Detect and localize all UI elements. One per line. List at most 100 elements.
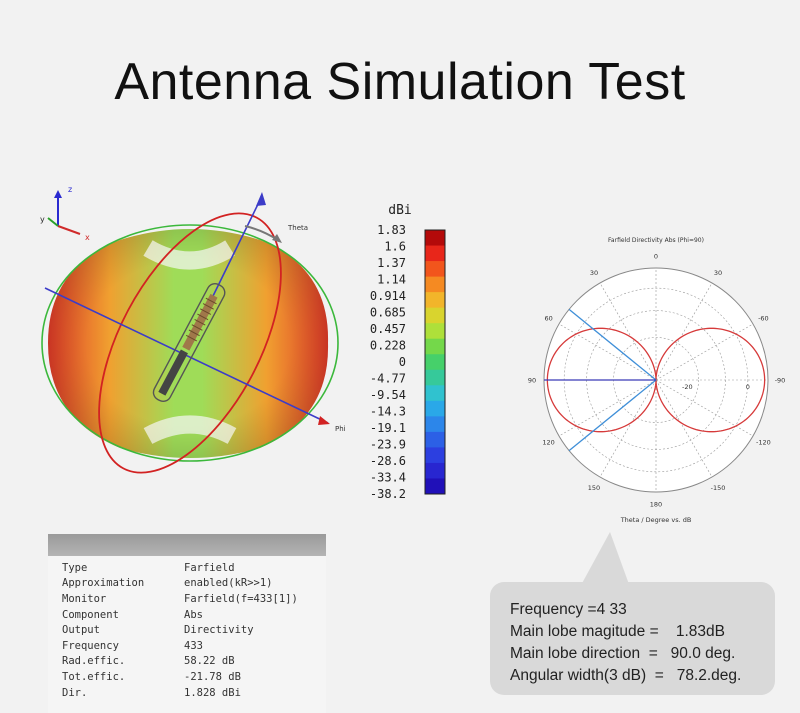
green-ring: [41, 224, 339, 462]
colorbar-segment: [425, 478, 445, 495]
colorbar-tick-label: -4.77: [370, 372, 406, 386]
polar-spoke: [558, 323, 657, 381]
antenna-model: [152, 283, 226, 403]
colorbar-tick-label: 0.685: [370, 306, 406, 320]
colorbar-tick-label: 0.228: [370, 339, 406, 353]
colorbar-tick-label: -14.3: [370, 405, 406, 419]
colorbar-tick-label: 0: [399, 355, 406, 369]
colorbar-segment: [425, 307, 445, 324]
polar-spoke: [655, 379, 713, 478]
parameter-row: Frequency 433: [62, 638, 298, 654]
parameter-key: Tot.effic.: [62, 670, 126, 683]
red-ring: [98, 212, 282, 474]
polar-angle-label: 150: [588, 484, 600, 492]
polar-angle-label: 30: [714, 269, 722, 277]
colorbar-tick-label: 1.14: [377, 273, 406, 287]
polar-spoke: [558, 379, 657, 437]
parameter-value: Directivity: [184, 624, 254, 637]
colorbar-segment: [425, 354, 445, 371]
colorbar-segment: [425, 276, 445, 293]
polar-angle-label: 60: [544, 315, 552, 323]
polar-angle-label: 120: [542, 439, 554, 447]
polar-title: Farfield Directivity Abs (Phi=90): [608, 237, 704, 244]
colorbar-segment: [425, 369, 445, 386]
polar-angle-label: -90: [775, 377, 786, 385]
beamwidth-edge-line: [568, 308, 657, 381]
colorbar-segment: [425, 323, 445, 340]
colorbar-segment: [425, 245, 445, 262]
axis-triad: z y x: [40, 185, 90, 242]
polar-spoke: [655, 379, 754, 437]
colorbar-segment: [425, 292, 445, 309]
colorbar-segment: [425, 385, 445, 402]
farfield-parameters-panel: Type Farfield Approximation enabled(kR>>1) M…: [48, 534, 326, 713]
parameter-value: 433: [184, 639, 203, 652]
panel-header-bar: [48, 534, 326, 556]
colorbar-tick-label: 0.914: [370, 289, 406, 303]
radiation-pattern-3d: Theta Phi z y x: [40, 185, 346, 474]
colorbar-tick-label: -9.54: [370, 388, 406, 402]
polar-spoke: [599, 282, 657, 381]
colorbar-segment: [425, 416, 445, 433]
polar-radial-label: -20: [682, 383, 693, 391]
parameter-row: Output Directivity: [62, 622, 298, 638]
colorbar-segment: [425, 261, 445, 278]
colorbar-segment: [425, 447, 445, 464]
colorbar-unit: dBi: [388, 203, 411, 218]
colorbar-segment: [425, 462, 445, 479]
parameter-row: Rad.effic. 58.22 dB: [62, 654, 298, 670]
parameter-value: 58.22 dB: [184, 655, 235, 668]
colorbar-tick-label: -28.6: [370, 454, 406, 468]
parameter-key: Approximation: [62, 577, 145, 590]
phi-arrow: [318, 416, 330, 425]
colorbar-tick-label: -38.2: [370, 487, 406, 501]
summary-frequency: Frequency =4 33: [510, 601, 627, 618]
parameter-value: enabled(kR>>1): [184, 577, 273, 590]
polar-angle-label: -150: [711, 484, 726, 492]
parameter-value: Farfield(f=433[1]): [184, 592, 298, 605]
parameter-key: Output: [62, 624, 100, 637]
parameter-row: Component Abs: [62, 607, 298, 623]
parameter-row: Type Farfield: [62, 560, 298, 576]
colorbar-segment: [425, 400, 445, 417]
parameter-value: Abs: [184, 608, 203, 621]
polar-xlabel: Theta / Degree vs. dB: [620, 516, 692, 524]
parameter-value: Farfield: [184, 561, 235, 574]
theta-label: Theta: [287, 224, 308, 232]
polar-radial-label: 0: [746, 383, 750, 391]
parameter-key: Frequency: [62, 639, 119, 652]
polar-angle-label: 90: [528, 377, 536, 385]
polar-angle-label: 30: [590, 269, 598, 277]
colorbar-tick-label: 1.37: [377, 256, 406, 270]
colorbar-tick-label: -33.4: [370, 471, 406, 485]
polar-spoke: [655, 323, 754, 381]
polar-angle-label: -120: [756, 439, 771, 447]
polar-angle-label: 180: [650, 501, 662, 509]
polar-angle-label: -60: [758, 315, 769, 323]
colorbar-tick-label: -19.1: [370, 421, 406, 435]
parameter-key: Monitor: [62, 592, 107, 605]
parameter-key: Component: [62, 608, 119, 621]
colorbar-tick-label: -23.9: [370, 438, 406, 452]
colorbar-segment: [425, 338, 445, 355]
polar-angle-label: 0: [654, 253, 658, 261]
page-title: Antenna Simulation Test: [114, 53, 686, 111]
parameter-key: Rad.effic.: [62, 655, 126, 668]
phi-label: Phi: [335, 425, 346, 433]
parameter-value: -21.78 dB: [184, 670, 241, 683]
colorbar-segment: [425, 230, 445, 247]
colorbar-tick-label: 1.6: [384, 240, 406, 254]
parameter-row: Approximation enabled(kR>>1): [62, 576, 298, 592]
parameter-value: 1.828 dBi: [184, 686, 241, 699]
parameter-row: Dir. 1.828 dBi: [62, 685, 298, 701]
colorbar-tick-label: 0.457: [370, 322, 406, 336]
parameter-key: Dir.: [62, 686, 88, 699]
colorbar-tick-label: 1.83: [377, 223, 406, 237]
colorbar-legend: dBi 1.83 1.6 1.37 1.14 0.914 0.685 0.457 0.228 0…: [370, 203, 446, 501]
beamwidth-edge-line: [568, 379, 657, 452]
svg-text:x: x: [85, 233, 90, 242]
summary-angular-width: Angular width(3 dB) = 78.2.deg.: [510, 667, 742, 684]
summary-main-lobe-magnitude: Main lobe magitude = 1.83dB: [510, 623, 725, 640]
z-arrow: [256, 192, 266, 206]
svg-text:y: y: [40, 215, 45, 224]
